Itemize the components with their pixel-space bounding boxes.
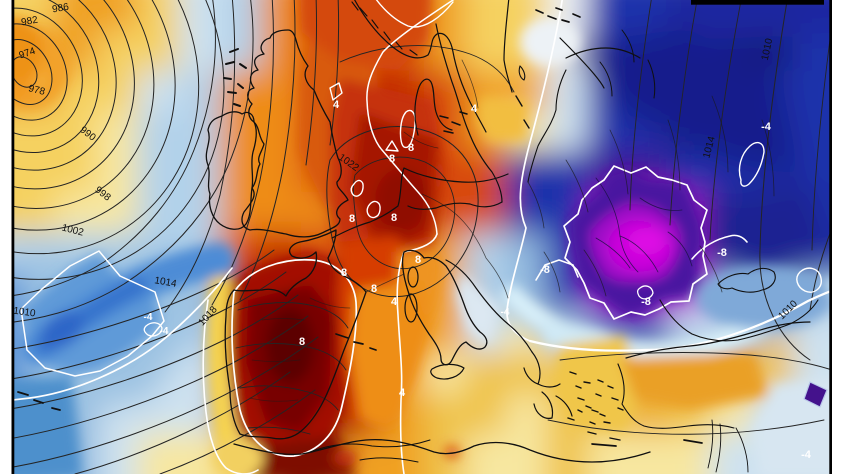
svg-text:-8: -8 — [540, 264, 550, 276]
svg-text:-4: -4 — [801, 449, 812, 461]
svg-text:8: 8 — [389, 153, 395, 165]
svg-text:1010: 1010 — [760, 37, 775, 61]
svg-text:-4: -4 — [501, 307, 510, 318]
svg-text:1010: 1010 — [13, 306, 37, 320]
svg-text:974: 974 — [18, 46, 38, 62]
svg-text:8: 8 — [299, 336, 305, 348]
svg-text:982: 982 — [20, 15, 39, 29]
svg-text:8: 8 — [341, 267, 347, 279]
svg-text:-8: -8 — [717, 247, 727, 259]
svg-text:-4: -4 — [144, 312, 153, 323]
svg-text:1014: 1014 — [154, 275, 178, 290]
svg-text:4: 4 — [333, 99, 340, 111]
svg-text:8: 8 — [391, 212, 397, 224]
svg-text:-8: -8 — [641, 296, 651, 308]
svg-text:-4: -4 — [761, 121, 772, 133]
svg-text:4: 4 — [399, 387, 406, 399]
svg-text:8: 8 — [408, 142, 414, 154]
svg-text:8: 8 — [415, 254, 421, 266]
svg-text:-4: -4 — [160, 326, 169, 337]
svg-text:4: 4 — [391, 296, 398, 308]
svg-text:978: 978 — [27, 83, 46, 98]
svg-text:4: 4 — [471, 103, 478, 115]
svg-text:8: 8 — [349, 213, 355, 225]
svg-text:986: 986 — [51, 2, 70, 16]
svg-text:8: 8 — [371, 283, 377, 295]
svg-text:1002: 1002 — [60, 223, 85, 239]
